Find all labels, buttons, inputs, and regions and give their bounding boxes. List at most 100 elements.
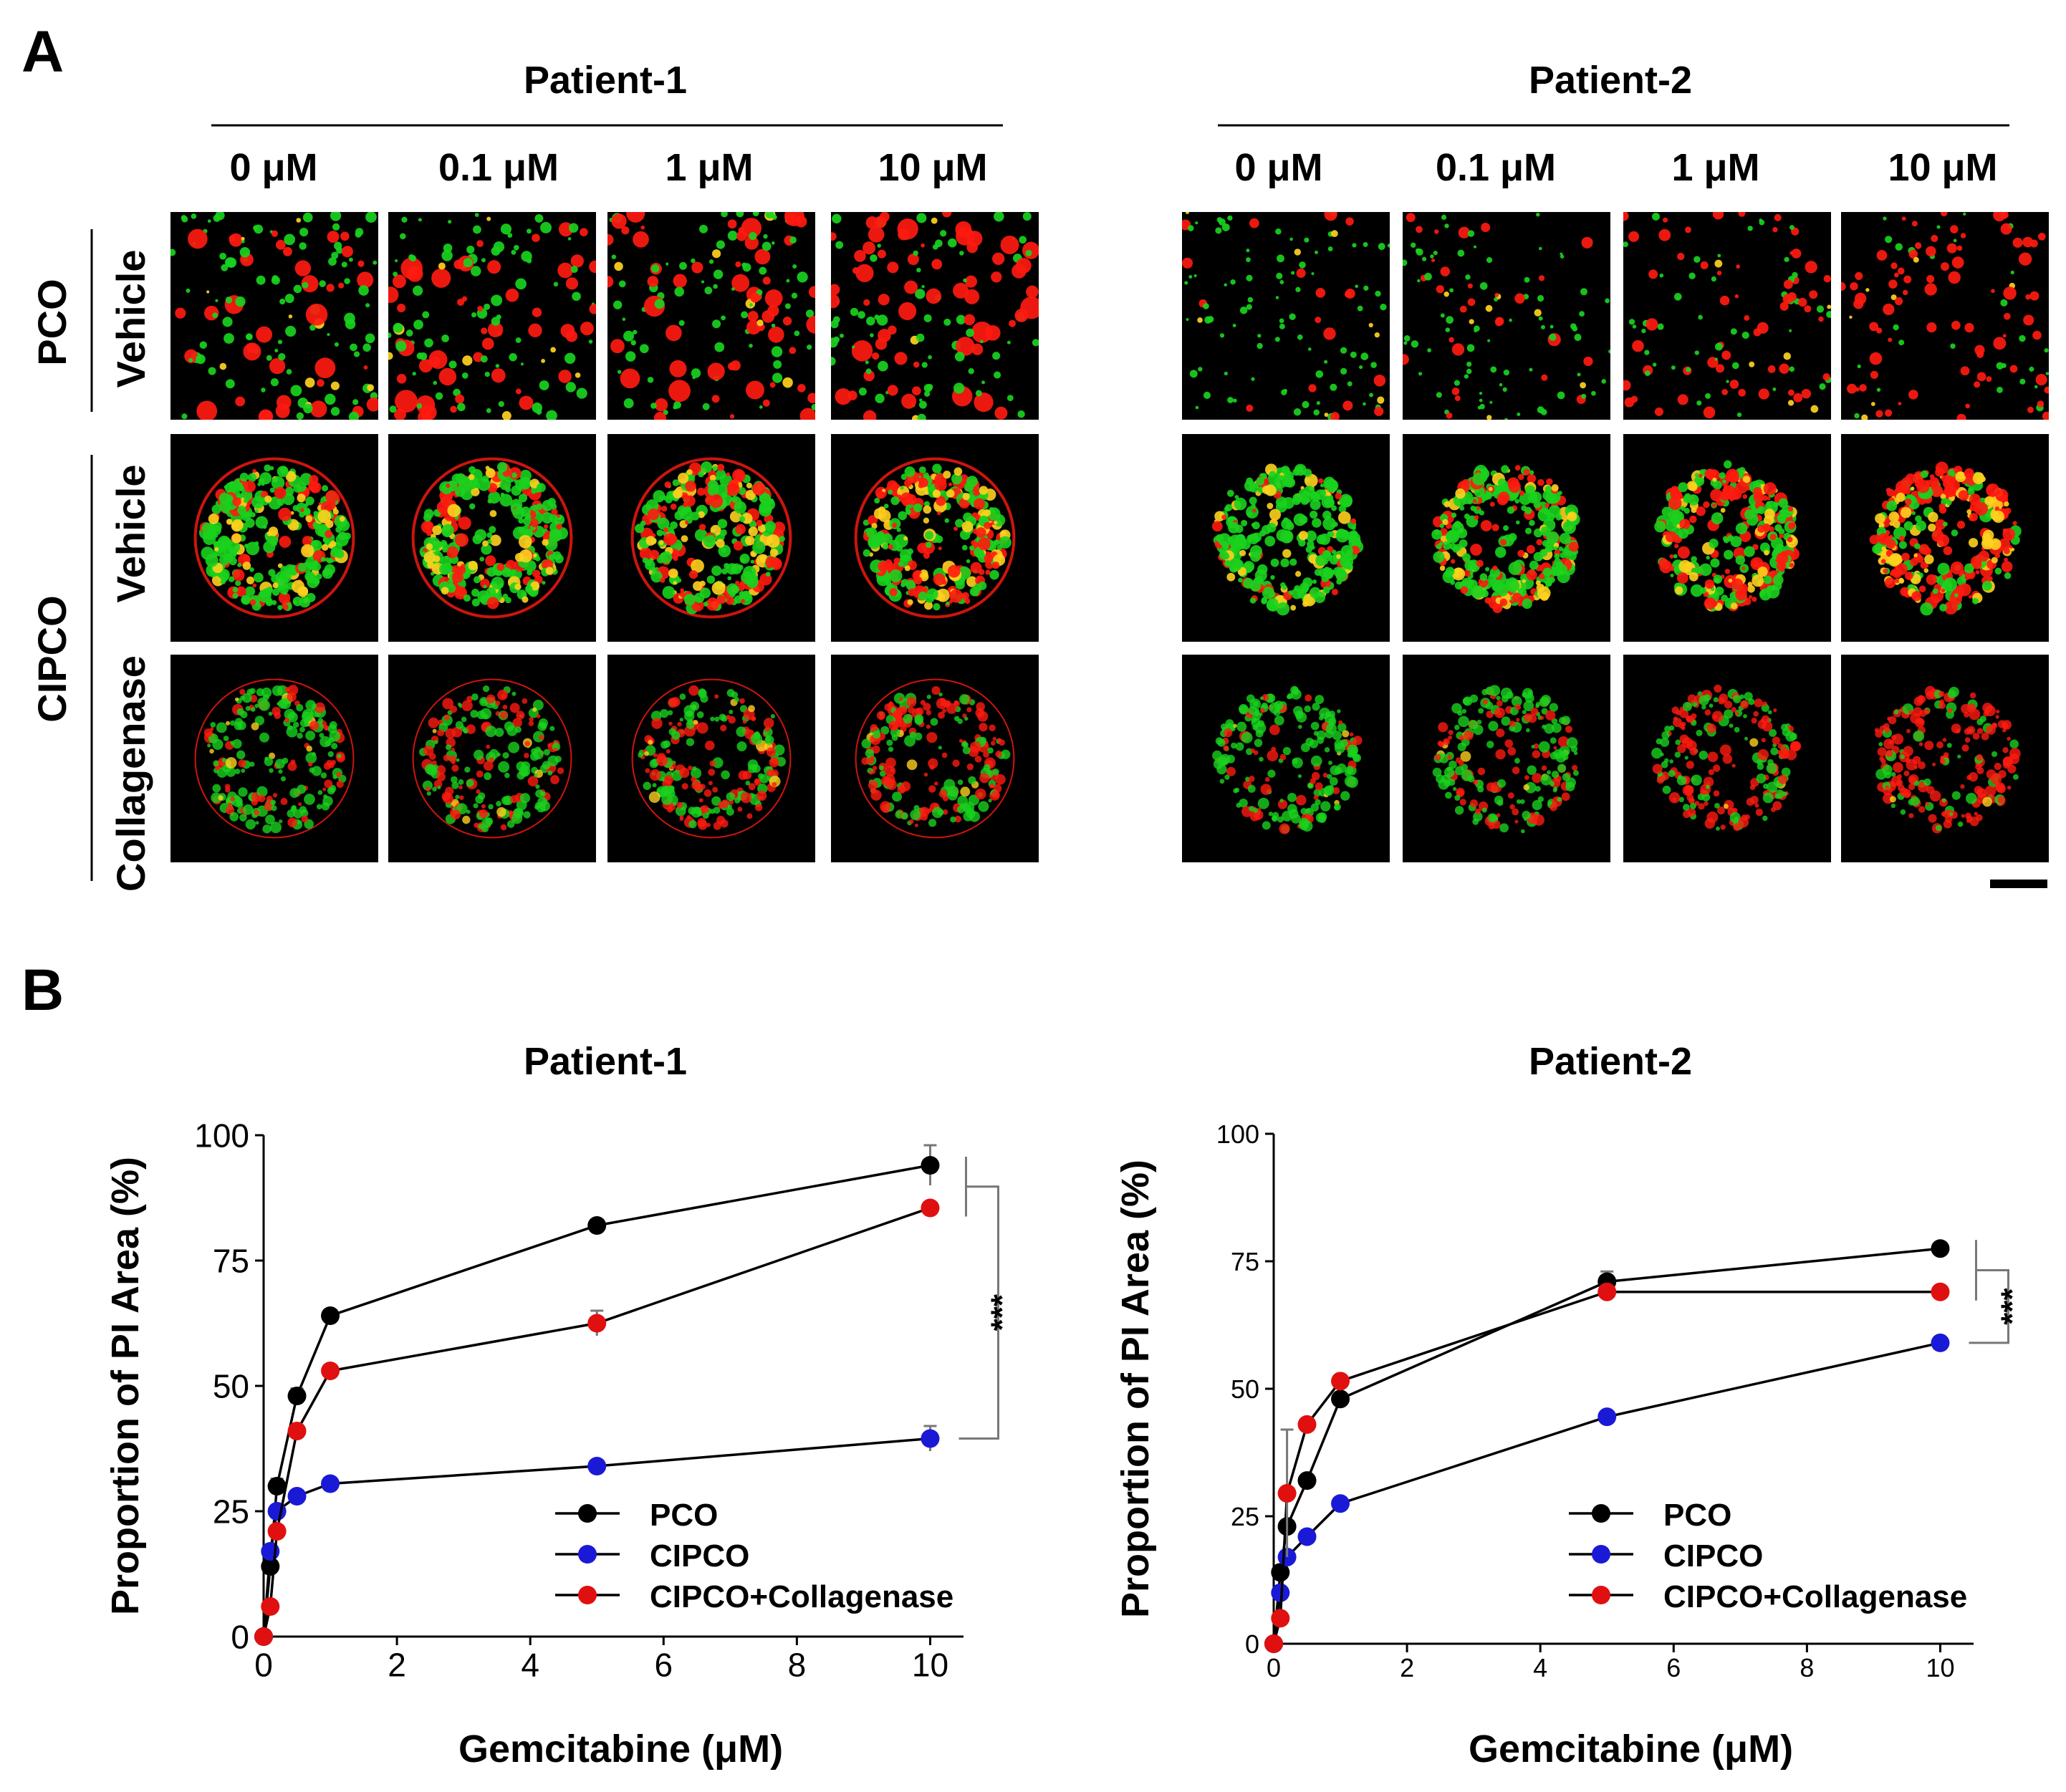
cell-blob xyxy=(239,246,251,258)
cell-blob xyxy=(739,516,746,523)
cell-blob xyxy=(1896,492,1906,502)
cell-blob xyxy=(966,328,974,337)
cell-blob xyxy=(666,262,669,266)
cell-blob xyxy=(663,527,668,533)
cell-blob xyxy=(320,557,326,562)
cell-blob xyxy=(1535,580,1541,586)
cell-blob xyxy=(898,228,910,241)
cell-blob xyxy=(336,772,342,778)
cell-blob xyxy=(287,692,297,702)
cell-blob xyxy=(1533,501,1542,509)
cell-blob xyxy=(673,274,687,288)
cell-blob xyxy=(1474,808,1481,815)
organoid-boundary xyxy=(193,457,355,619)
cell-blob xyxy=(456,403,466,412)
cell-blob xyxy=(270,378,279,387)
cell-blob xyxy=(476,789,481,794)
cell-blob xyxy=(1235,742,1244,751)
cell-blob xyxy=(504,721,514,731)
cell-blob xyxy=(498,400,504,408)
cell-blob xyxy=(1772,387,1777,392)
cell-blob xyxy=(946,489,955,498)
cell-blob xyxy=(1246,506,1259,519)
cell-blob xyxy=(1292,493,1302,503)
cell-blob xyxy=(266,531,272,536)
cell-blob xyxy=(1032,339,1039,347)
cell-blob xyxy=(1297,334,1303,340)
cell-blob xyxy=(942,708,947,713)
cell-blob xyxy=(1259,712,1263,716)
cell-blob xyxy=(686,738,695,746)
cell-blob xyxy=(332,223,340,231)
cell-blob xyxy=(448,579,453,584)
cell-blob xyxy=(1885,488,1891,493)
cell-blob xyxy=(948,238,957,248)
cell-blob xyxy=(759,266,767,275)
cell-blob xyxy=(1262,485,1272,495)
cell-blob xyxy=(506,820,515,828)
cell-blob xyxy=(734,697,740,703)
cell-blob xyxy=(412,372,416,376)
cell-blob xyxy=(660,577,666,583)
cell-blob xyxy=(923,772,928,777)
cell-blob xyxy=(2032,330,2042,340)
cell-blob xyxy=(691,767,702,779)
cell-blob xyxy=(1297,725,1302,729)
cell-blob xyxy=(686,814,691,819)
cell-blob xyxy=(1473,811,1483,822)
cell-blob xyxy=(752,482,766,496)
cell-blob xyxy=(1789,225,1794,231)
cell-blob xyxy=(266,355,272,361)
cell-blob xyxy=(1006,340,1011,345)
cell-blob xyxy=(481,825,489,833)
cell-blob xyxy=(1545,511,1550,516)
micrograph-background xyxy=(1623,212,1831,420)
cell-blob xyxy=(1311,771,1320,781)
cell-blob xyxy=(534,213,544,223)
cell-blob xyxy=(1759,218,1763,222)
cell-blob xyxy=(839,333,845,338)
cell-blob xyxy=(219,252,226,260)
cell-blob xyxy=(648,791,660,803)
cell-blob xyxy=(1321,496,1334,509)
cell-blob xyxy=(424,338,433,348)
cell-blob xyxy=(1991,557,1998,564)
cell-blob xyxy=(1239,705,1249,715)
cell-blob xyxy=(983,751,989,758)
cell-blob xyxy=(926,694,931,700)
cell-blob xyxy=(953,382,965,394)
cell-blob xyxy=(688,819,697,829)
cell-blob xyxy=(518,526,526,534)
cell-blob xyxy=(340,231,350,241)
cell-blob xyxy=(1274,700,1284,710)
cell-blob xyxy=(1888,337,1893,342)
cell-blob xyxy=(792,264,797,269)
cell-blob xyxy=(213,760,220,767)
cell-blob xyxy=(931,686,941,695)
cell-blob xyxy=(264,495,272,503)
cell-blob xyxy=(874,498,880,504)
cell-blob xyxy=(1262,587,1275,599)
cell-blob xyxy=(232,569,245,582)
cell-blob xyxy=(896,527,901,532)
cell-blob xyxy=(1984,496,1994,506)
cell-blob xyxy=(1418,372,1423,376)
cell-blob xyxy=(1714,684,1722,693)
cell-blob xyxy=(1928,524,1936,532)
cell-blob xyxy=(610,339,625,354)
cell-blob xyxy=(1245,776,1250,782)
cell-blob xyxy=(724,563,730,569)
cell-blob xyxy=(232,497,241,506)
cell-blob xyxy=(278,592,291,604)
cell-blob xyxy=(212,738,224,751)
cell-blob xyxy=(1657,323,1664,330)
cell-blob xyxy=(325,490,339,504)
cell-blob xyxy=(451,809,461,820)
cell-blob xyxy=(766,534,780,548)
cell-blob xyxy=(428,350,448,370)
cell-blob xyxy=(419,352,428,360)
cell-blob xyxy=(553,281,559,287)
cell-blob xyxy=(1446,412,1453,419)
micrograph-background xyxy=(388,212,596,420)
cell-blob xyxy=(1509,804,1515,810)
